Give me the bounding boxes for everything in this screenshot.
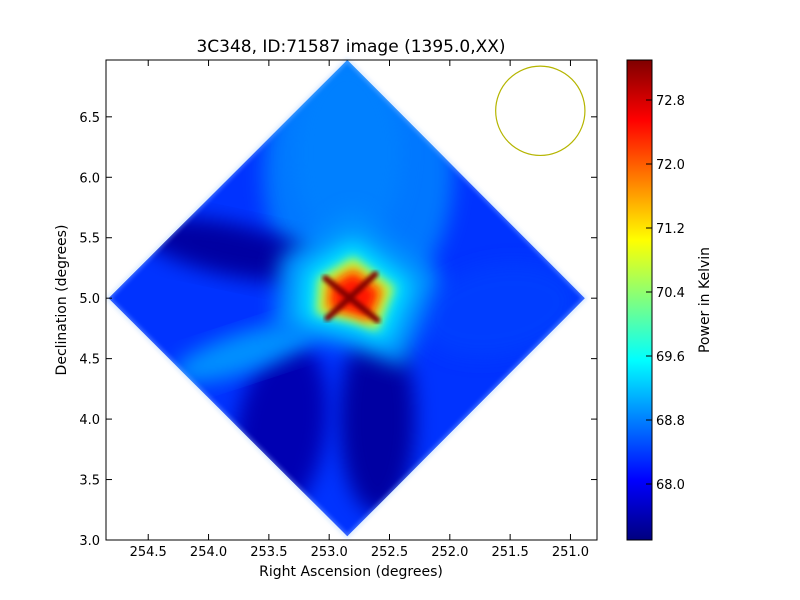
- y-tick-label: 4.0: [79, 413, 100, 428]
- colorbar: 68.0 68.8 69.6 70.4 71.2 72.0 72.8 Power in Ke…: [626, 59, 713, 541]
- x-tick-label: 251.5: [492, 545, 529, 560]
- footprint-edge: [106, 57, 588, 539]
- heatmap-feature-ridge-south-east: [173, 322, 317, 383]
- x-tick-label: 252.0: [431, 545, 468, 560]
- y-tick-label: 3.0: [79, 534, 100, 549]
- beam-circle: [495, 65, 586, 157]
- colorbar-tick-label: 68.8: [656, 414, 685, 429]
- colorbar-gradient: [626, 59, 653, 541]
- y-tick-label: 5.0: [79, 292, 100, 307]
- x-tick-label: 254.0: [190, 545, 227, 560]
- colorbar-label: Power in Kelvin: [697, 247, 713, 353]
- peak-core: [324, 271, 379, 322]
- x-tick-label: 252.5: [371, 545, 408, 560]
- y-tick-label: 6.0: [79, 171, 100, 186]
- heatmap-feature-minimum-south: [339, 324, 416, 515]
- y-axis-label: Declination (degrees): [54, 225, 70, 376]
- y-tick-label: 4.5: [79, 353, 100, 368]
- x-tick-label: 253.0: [311, 545, 348, 560]
- colorbar-tick-label: 70.4: [656, 286, 685, 301]
- heatmap-feature-ridge-west: [418, 263, 578, 357]
- x-tick-label: 251.0: [552, 545, 589, 560]
- x-tick-label: 253.5: [250, 545, 287, 560]
- plot-frame: [105, 59, 598, 541]
- colorbar-tick-label: 72.0: [656, 158, 685, 173]
- x-axis: 254.5 254.0 253.5 253.0 252.5 252.0 251.5 251.0: [130, 60, 589, 560]
- heatmap-feature-ridge-north: [292, 60, 403, 249]
- y-tick-label: 5.5: [79, 232, 100, 247]
- x-axis-label: Right Ascension (degrees): [259, 564, 443, 580]
- chart-title: 3C348, ID:71587 image (1395.0,XX): [196, 37, 505, 57]
- colorbar-tick-label: 69.6: [656, 350, 685, 365]
- colorbar-tick-label: 71.2: [656, 222, 685, 237]
- colorbar-tick-label: 72.8: [656, 94, 685, 109]
- x-tick-label: 254.5: [130, 545, 167, 560]
- y-tick-label: 6.5: [79, 111, 100, 126]
- heatmap: [106, 57, 588, 539]
- y-axis: 3.0 3.5 4.0 4.5 5.0 5.5 6.0 6.5: [79, 111, 597, 549]
- colorbar-tick-label: 68.0: [656, 478, 685, 493]
- y-tick-label: 3.5: [79, 474, 100, 489]
